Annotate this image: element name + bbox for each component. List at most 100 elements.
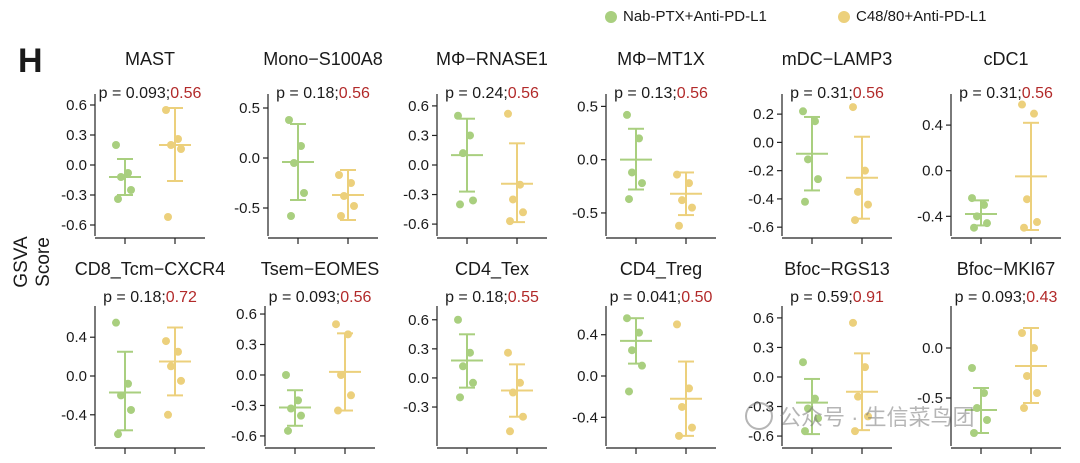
data-point bbox=[117, 391, 125, 400]
data-point bbox=[673, 320, 681, 329]
y-tick-label: 0.0 bbox=[922, 340, 943, 357]
data-point bbox=[516, 378, 524, 387]
data-point bbox=[164, 213, 172, 221]
data-point bbox=[112, 318, 120, 327]
data-point bbox=[294, 396, 302, 405]
p-value-first: p = 0.13; bbox=[614, 85, 677, 102]
p-value-first: p = 0.093; bbox=[99, 85, 171, 102]
data-point bbox=[177, 376, 185, 385]
y-tick-label: 0.0 bbox=[408, 157, 429, 174]
chart-title: mDC−LAMP3 bbox=[782, 49, 893, 69]
data-point bbox=[290, 159, 298, 167]
chart-6: cDC1 p = 0.31;0.56 -0.4 0.0 0.4 bbox=[917, 49, 1061, 244]
chart-title: Bfoc−RGS13 bbox=[784, 259, 890, 279]
p-value-second: 0.50 bbox=[681, 289, 712, 306]
p-value-first: p = 0.18; bbox=[276, 85, 339, 102]
data-point bbox=[127, 186, 135, 194]
y-tick-label: -0.6 bbox=[231, 428, 257, 445]
data-point bbox=[804, 155, 812, 164]
data-point bbox=[335, 171, 343, 179]
data-point bbox=[1018, 329, 1026, 337]
data-point bbox=[685, 384, 693, 393]
y-tick-label: -0.4 bbox=[748, 191, 774, 208]
data-point bbox=[167, 141, 175, 149]
y-tick-label: 0.0 bbox=[66, 368, 87, 385]
y-tick-label: 0.0 bbox=[922, 163, 943, 180]
y-tick-label: 0.5 bbox=[577, 98, 598, 115]
legend-item-c48-80: C48/80+Anti-PD-L1 bbox=[838, 8, 987, 25]
data-point bbox=[114, 195, 122, 203]
data-point bbox=[801, 197, 809, 206]
data-point bbox=[284, 426, 292, 435]
data-point bbox=[625, 195, 633, 204]
data-point bbox=[801, 427, 809, 436]
chart-12: Bfoc−MKI67 p = 0.093;0.43 -0.5 0.0 bbox=[917, 259, 1061, 454]
p-value-second: 0.56 bbox=[508, 85, 539, 102]
data-point bbox=[519, 208, 527, 217]
y-tick-label: 0.3 bbox=[66, 127, 87, 144]
p-value-second: 0.56 bbox=[339, 85, 370, 102]
data-point bbox=[851, 216, 859, 225]
y-tick-label: 0.4 bbox=[577, 327, 598, 344]
p-value-first: p = 0.18; bbox=[445, 289, 508, 306]
data-point bbox=[112, 141, 120, 149]
y-tick-label: 0.0 bbox=[66, 157, 87, 174]
y-tick-label: 0.6 bbox=[66, 97, 87, 114]
data-point bbox=[688, 423, 696, 432]
p-value-text: p = 0.24;0.56 bbox=[445, 85, 539, 102]
chart-5: mDC−LAMP3 p = 0.31;0.56 -0.6 -0.4 -0.2 0.0 0.2 bbox=[748, 49, 892, 244]
chart-title: MΦ−MT1X bbox=[617, 49, 705, 69]
data-point bbox=[300, 189, 308, 197]
y-tick-label: -0.6 bbox=[748, 219, 774, 236]
data-point bbox=[814, 175, 822, 184]
data-point bbox=[673, 170, 681, 179]
data-point bbox=[973, 212, 981, 221]
data-point bbox=[1020, 404, 1028, 412]
y-tick-label: -0.3 bbox=[403, 399, 429, 416]
data-point bbox=[466, 348, 474, 357]
p-value-second: 0.56 bbox=[170, 85, 201, 102]
data-point bbox=[623, 314, 631, 323]
chart-title: MΦ−RNASE1 bbox=[436, 49, 548, 69]
data-point bbox=[177, 145, 185, 153]
data-point bbox=[1018, 100, 1026, 109]
data-point bbox=[675, 431, 683, 440]
chart-2: Mono−S100A8 p = 0.18;0.56 -0.5 0.0 0.5 bbox=[234, 49, 383, 244]
data-point bbox=[799, 358, 807, 367]
data-point bbox=[678, 402, 686, 411]
y-tick-label: -0.4 bbox=[917, 208, 943, 225]
data-point bbox=[623, 110, 631, 119]
data-point bbox=[454, 111, 462, 120]
data-point bbox=[509, 195, 517, 204]
y-tick-label: 0.5 bbox=[239, 100, 260, 117]
data-point bbox=[1030, 109, 1038, 118]
chart-title: cDC1 bbox=[983, 49, 1028, 69]
data-point bbox=[287, 212, 295, 220]
y-tick-label: 0.3 bbox=[408, 127, 429, 144]
data-point bbox=[504, 348, 512, 357]
data-point bbox=[347, 391, 355, 400]
data-point bbox=[519, 412, 527, 421]
p-value-text: p = 0.13;0.56 bbox=[614, 85, 708, 102]
data-point bbox=[454, 315, 462, 324]
y-tick-label: 0.0 bbox=[236, 367, 257, 384]
data-point bbox=[851, 427, 859, 436]
y-tick-label: -0.5 bbox=[572, 205, 598, 222]
data-point bbox=[167, 362, 175, 371]
data-point bbox=[459, 362, 467, 371]
legend-label: Nab-PTX+Anti-PD-L1 bbox=[623, 8, 767, 25]
y-tick-label: 0.0 bbox=[239, 150, 260, 167]
data-point bbox=[1030, 344, 1038, 352]
chart-title: CD4_Treg bbox=[620, 259, 702, 280]
data-point bbox=[635, 328, 643, 337]
p-value-second: 0.56 bbox=[1022, 85, 1053, 102]
data-point bbox=[861, 363, 869, 372]
p-value-first: p = 0.59; bbox=[790, 289, 853, 306]
data-point bbox=[456, 393, 464, 402]
data-point bbox=[970, 223, 978, 232]
chart-4: MΦ−MT1X p = 0.13;0.56 -0.5 0.0 0.5 bbox=[572, 49, 716, 244]
chart-title: CD8_Tcm−CXCR4 bbox=[75, 259, 226, 280]
data-point bbox=[337, 212, 345, 220]
p-value-first: p = 0.18; bbox=[103, 289, 166, 306]
